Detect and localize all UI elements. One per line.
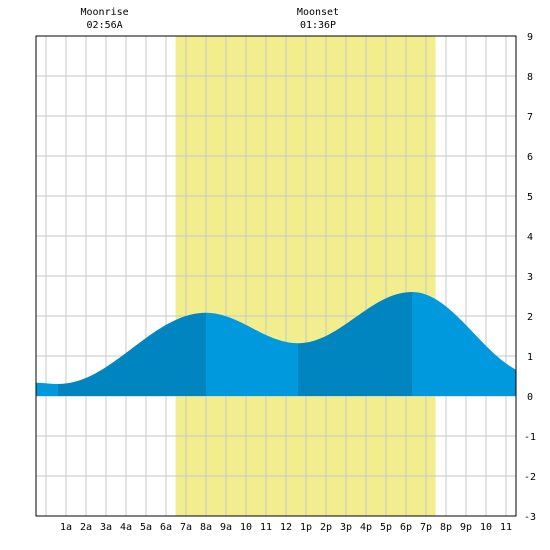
moon-event-time: 01:36P bbox=[300, 20, 336, 31]
y-tick-label: 9 bbox=[527, 32, 533, 43]
x-tick-label: 2a bbox=[80, 522, 92, 533]
moon-event-label: Moonset bbox=[297, 7, 339, 18]
y-tick-labels: -3 -2 -1 0 1 2 3 4 5 6 7 8 9 bbox=[524, 32, 536, 523]
x-tick-label: 6p bbox=[400, 522, 412, 533]
y-tick-label: -3 bbox=[524, 512, 536, 523]
tide-segment-rising bbox=[58, 312, 206, 396]
moon-event-time: 02:56A bbox=[87, 20, 123, 31]
moon-event-label: Moonrise bbox=[81, 7, 129, 18]
x-tick-label: 10 bbox=[240, 522, 252, 533]
grid-layer bbox=[36, 35, 516, 517]
moon-events: Moonrise 02:56A Moonset 01:36P bbox=[81, 7, 340, 31]
tide-segment-falling bbox=[36, 382, 58, 396]
y-tick-label: 3 bbox=[527, 272, 533, 283]
x-tick-label: 9p bbox=[460, 522, 472, 533]
x-tick-label: 8a bbox=[200, 522, 212, 533]
tide-segment-falling bbox=[206, 312, 298, 396]
x-tick-label: 7a bbox=[180, 522, 192, 533]
x-tick-label: 5p bbox=[380, 522, 392, 533]
y-tick-label: -2 bbox=[524, 472, 536, 483]
y-tick-label: 4 bbox=[527, 232, 533, 243]
tide-segment-falling bbox=[412, 292, 516, 396]
y-tick-label: 1 bbox=[527, 352, 533, 363]
x-tick-label: 7p bbox=[420, 522, 432, 533]
plot-frame bbox=[35, 35, 517, 517]
y-tick-label: 7 bbox=[527, 112, 533, 123]
x-tick-label: 9a bbox=[220, 522, 232, 533]
x-tick-label: 1p bbox=[300, 522, 312, 533]
x-tick-label: 3a bbox=[100, 522, 112, 533]
y-tick-label: 6 bbox=[527, 152, 533, 163]
y-tick-label: 0 bbox=[527, 392, 533, 403]
x-tick-label: 10 bbox=[480, 522, 492, 533]
x-tick-label: 3p bbox=[340, 522, 352, 533]
x-tick-label: 6a bbox=[160, 522, 172, 533]
y-tick-label: 5 bbox=[527, 192, 533, 203]
tide-segment-rising bbox=[298, 292, 412, 396]
x-tick-label: 1a bbox=[60, 522, 72, 533]
y-tick-label: -1 bbox=[524, 432, 536, 443]
x-tick-label: 12 bbox=[280, 522, 292, 533]
x-tick-label: 4p bbox=[360, 522, 372, 533]
x-tick-label: 8p bbox=[440, 522, 452, 533]
x-tick-label: 11 bbox=[260, 522, 272, 533]
x-tick-label: 5a bbox=[140, 522, 152, 533]
x-tick-labels: 1a 2a 3a 4a 5a 6a 7a 8a 9a 10 11 12 1p 2p 3p 4p 5p 6p 7p 8p… bbox=[60, 522, 512, 533]
x-tick-label: 2p bbox=[320, 522, 332, 533]
y-tick-label: 8 bbox=[527, 72, 533, 83]
x-tick-label: 4a bbox=[120, 522, 132, 533]
tide-layer bbox=[36, 292, 516, 396]
y-tick-label: 2 bbox=[527, 312, 533, 323]
x-tick-label: 11 bbox=[500, 522, 512, 533]
